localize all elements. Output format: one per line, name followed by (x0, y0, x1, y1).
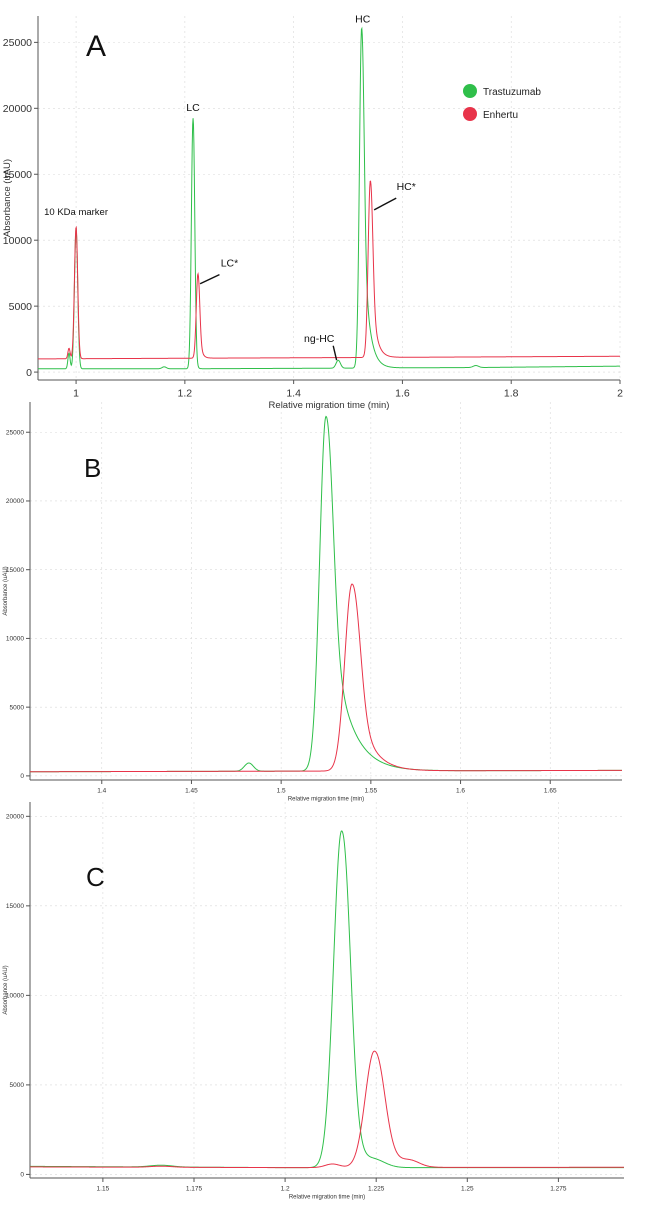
peak-annotation: ng-HC (304, 333, 335, 345)
x-tick-label: 1.5 (277, 788, 286, 795)
x-tick-label: 1.55 (365, 788, 378, 795)
y-tick-label: 5000 (9, 301, 33, 313)
chart-panel-c: 1.15 1.175 1.2 1.225 1.25 1.275 0 5000 10000 1500… (3, 802, 624, 1201)
y-tick-label: 0 (20, 1172, 24, 1179)
series-line-enhertu (30, 583, 622, 773)
y-tick-label: 20000 (6, 498, 24, 505)
y-tick-label: 10000 (3, 235, 32, 247)
x-tick-label: 1.65 (544, 788, 557, 795)
series-line-trastuzumab (38, 26, 620, 370)
x-tick-label: 2 (617, 388, 623, 400)
x-tick-label: 1.15 (97, 1186, 110, 1193)
annotation-leader-line (332, 345, 338, 361)
annotation-leader-line (199, 273, 220, 285)
x-tick-label: 1.275 (550, 1186, 567, 1193)
y-tick-label: 25000 (6, 430, 24, 437)
y-axis-label: Absorbance (uAU) (2, 159, 13, 237)
y-tick-label: 20000 (3, 103, 32, 115)
y-tick-label: 15000 (6, 903, 24, 910)
x-tick-label: 1.4 (286, 388, 301, 400)
peak-annotation: 10 KDa marker (44, 207, 108, 218)
panel-label: A (86, 30, 106, 63)
legend-label: Trastuzumab (483, 87, 541, 98)
x-tick-label: 1.4 (97, 788, 106, 795)
y-tick-label: 15000 (6, 567, 24, 574)
y-axis-label: Absorbance (uAU) (3, 965, 9, 1014)
x-tick-label: 1.2 (178, 388, 193, 400)
legend: Trastuzumab Enhertu (463, 84, 541, 121)
x-tick-label: 1 (73, 388, 79, 400)
panel-label: B (84, 453, 101, 483)
chart-panel-a: 1 1.2 1.4 1.6 1.8 2 0 5000 10000 15000 20000 25000 R… (2, 14, 623, 411)
peak-annotation: HC (355, 14, 371, 26)
y-axis-label: Absorbance (uAU) (3, 566, 9, 615)
y-tick-label: 5000 (10, 704, 25, 711)
y-tick-label: 15000 (3, 169, 32, 181)
peak-annotation: HC* (397, 181, 416, 193)
x-tick-label: 1.8 (504, 388, 519, 400)
legend-swatch-trastuzumab (463, 84, 477, 98)
x-tick-label: 1.25 (461, 1186, 474, 1193)
x-tick-label: 1.225 (368, 1186, 385, 1193)
y-tick-label: 10000 (6, 636, 24, 643)
y-tick-label: 0 (20, 773, 24, 780)
annotation-leader-line (373, 197, 397, 211)
y-tick-label: 0 (26, 367, 32, 379)
x-axis-label: Relative migration time (min) (289, 1195, 365, 1201)
legend-label: Enhertu (483, 110, 518, 121)
series-line-enhertu (38, 180, 620, 360)
peak-annotation: LC* (221, 258, 239, 270)
x-tick-label: 1.45 (185, 788, 198, 795)
x-axis-label: Relative migration time (min) (288, 797, 364, 803)
chart-panel-b: 1.4 1.45 1.5 1.55 1.6 1.65 0 5000 10000 15000 2000… (3, 402, 622, 803)
y-tick-label: 10000 (6, 993, 24, 1000)
x-tick-label: 1.6 (456, 788, 465, 795)
y-tick-label: 5000 (10, 1082, 25, 1089)
x-axis-label: Relative migration time (min) (269, 400, 390, 411)
panel-label: C (86, 862, 105, 892)
series-line-enhertu (30, 1050, 624, 1169)
x-tick-label: 1.6 (395, 388, 410, 400)
peak-annotation: LC (186, 102, 200, 114)
y-tick-label: 20000 (6, 814, 24, 821)
x-tick-label: 1.2 (281, 1186, 290, 1193)
x-tick-label: 1.175 (186, 1186, 203, 1193)
legend-swatch-enhertu (463, 107, 477, 121)
y-tick-label: 25000 (3, 37, 32, 49)
